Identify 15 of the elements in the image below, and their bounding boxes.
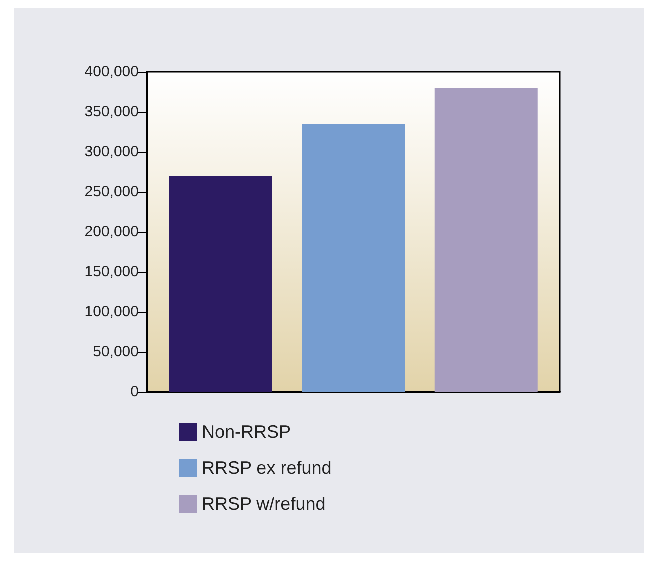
y-tick-label: 200,000 — [84, 224, 139, 240]
y-tick-label: 150,000 — [84, 264, 139, 280]
y-tick-label: 50,000 — [93, 344, 139, 360]
bar — [302, 124, 405, 392]
legend-label: RRSP w/refund — [202, 494, 326, 514]
legend-label: Non-RRSP — [202, 422, 292, 442]
y-tick-label: 250,000 — [84, 184, 139, 200]
y-tick-label: 350,000 — [84, 104, 139, 120]
bar — [434, 88, 538, 392]
y-tick-label: 300,000 — [84, 144, 139, 160]
y-tick-label: 400,000 — [84, 64, 139, 80]
legend-label: RRSP ex refund — [202, 458, 332, 478]
y-tick-label: 0 — [130, 384, 139, 400]
y-tick-label: 100,000 — [84, 304, 139, 320]
bar — [169, 176, 272, 392]
